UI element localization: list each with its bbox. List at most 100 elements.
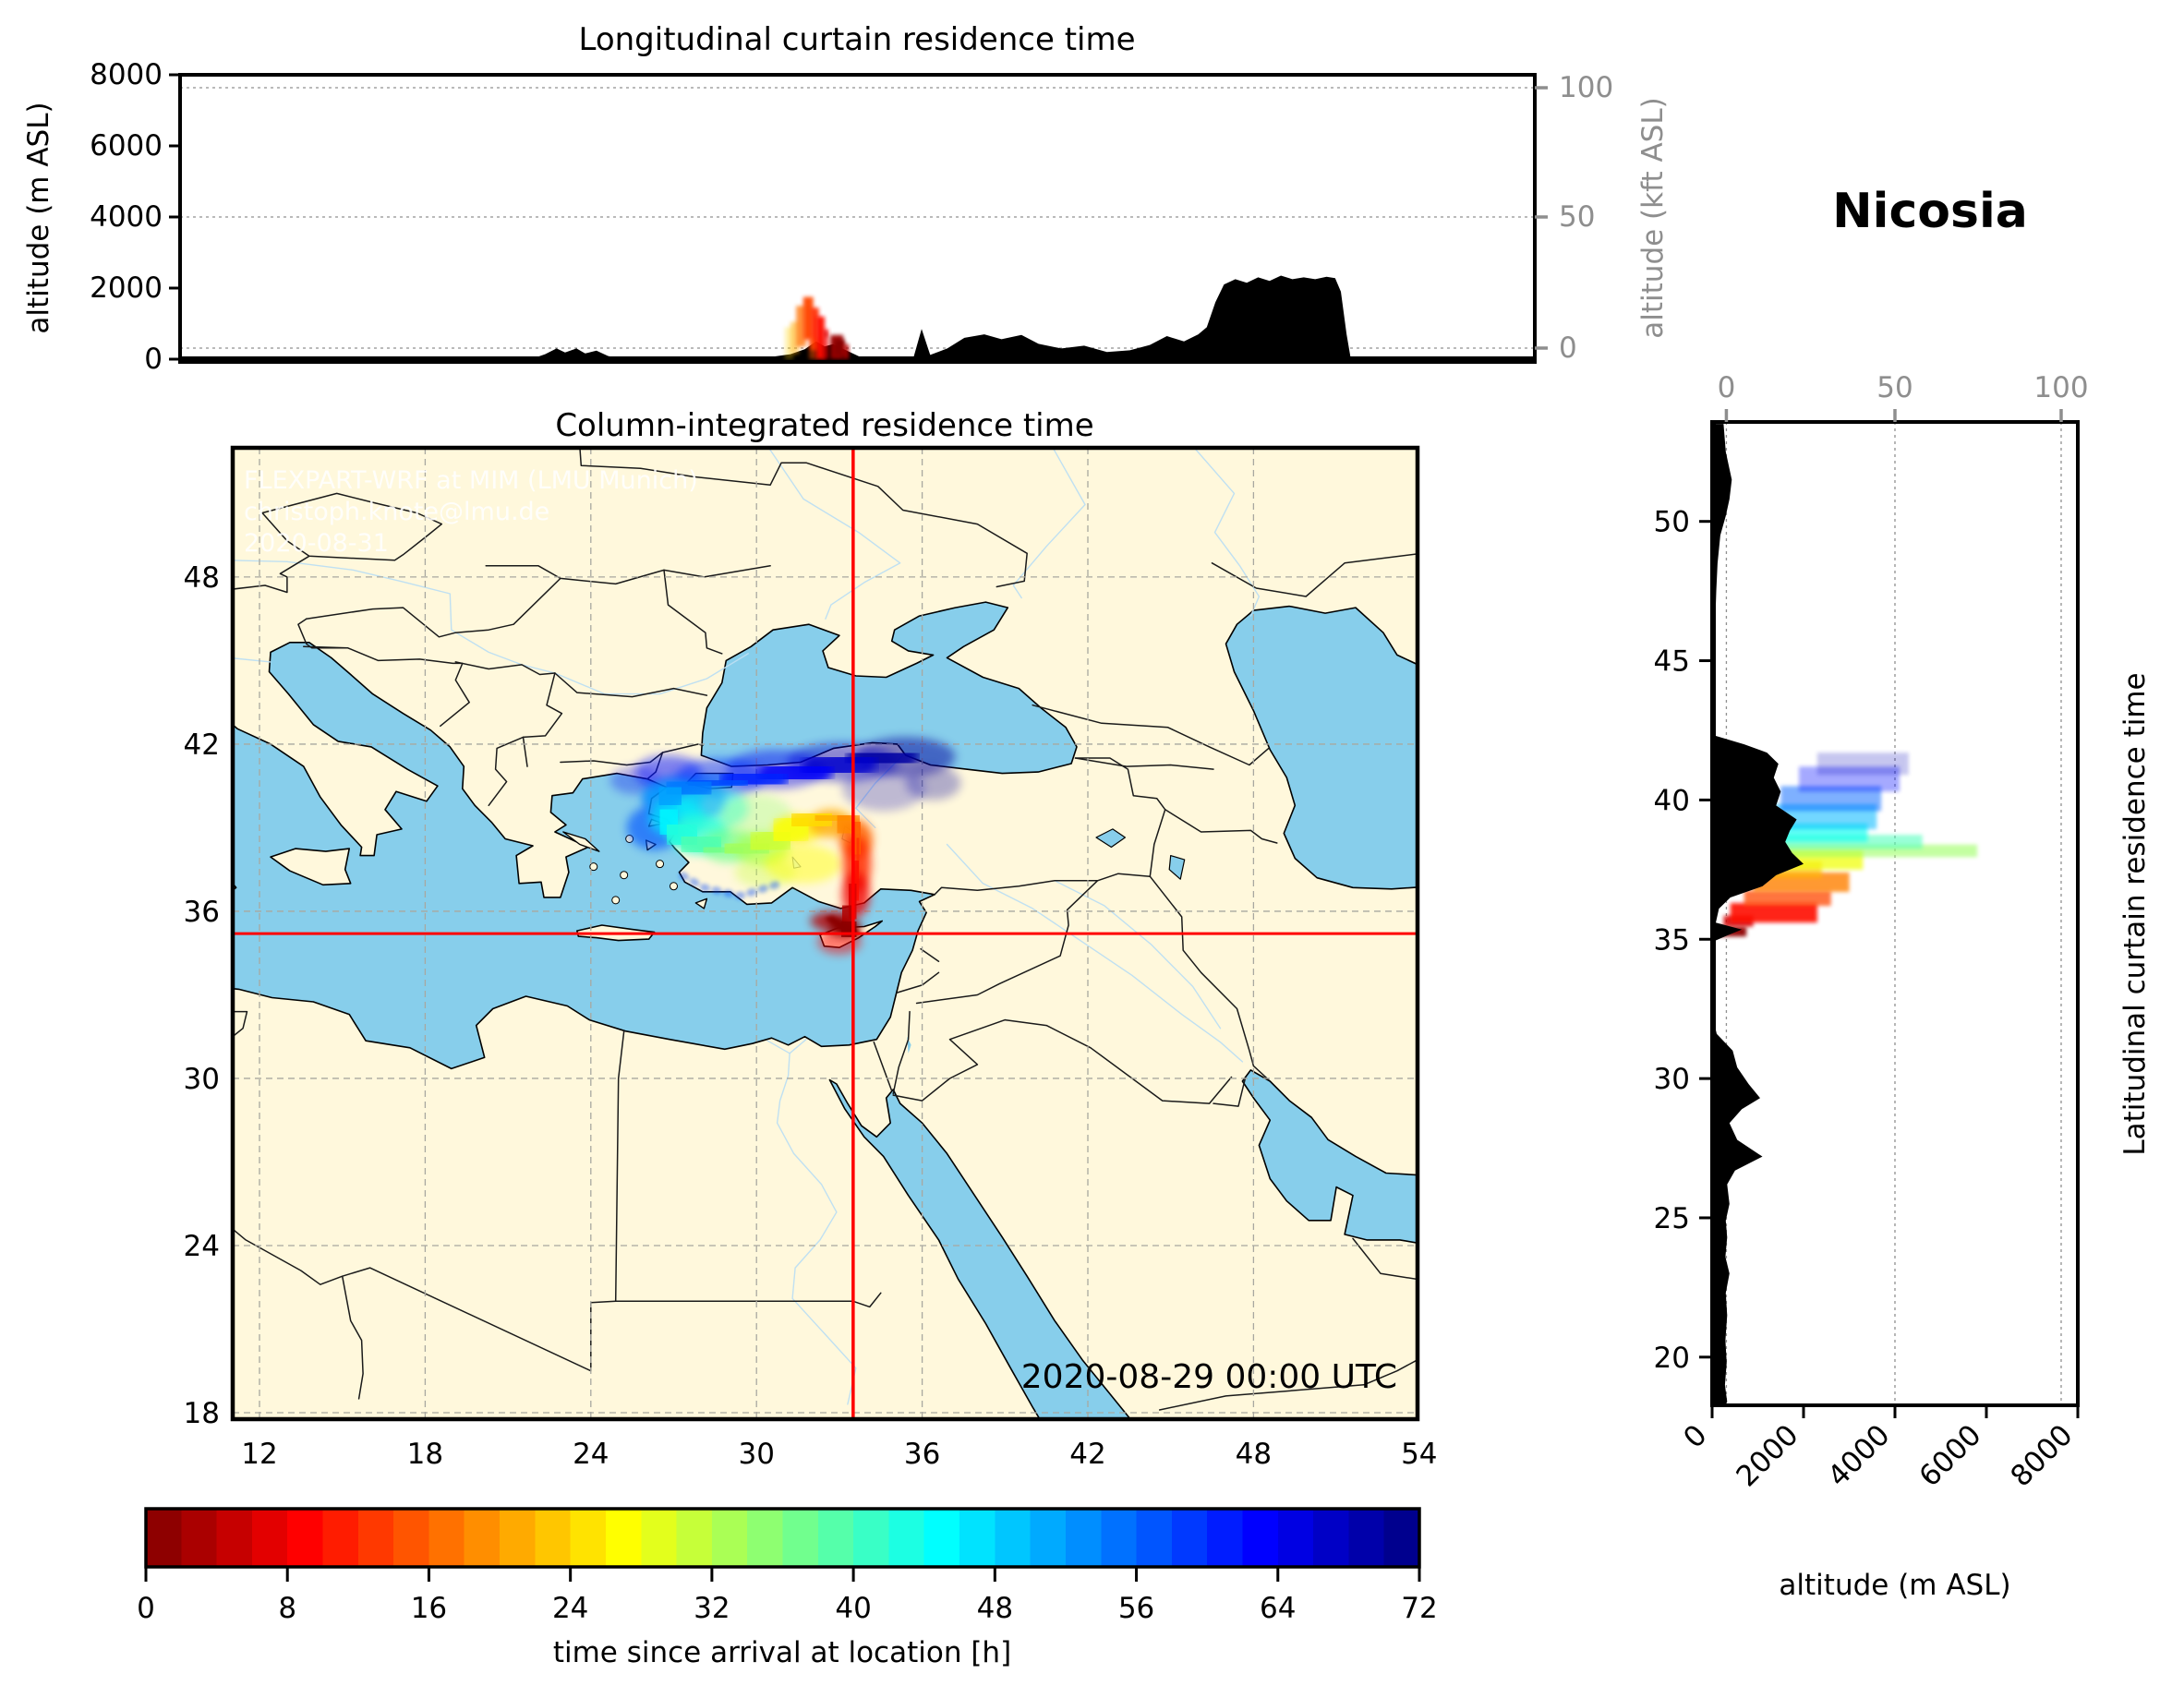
colorbar-tick-label: 24: [552, 1592, 588, 1625]
lake-urmia: [1168, 855, 1186, 880]
plume-blob: [765, 844, 842, 884]
residence-plume-cell: [1816, 753, 1909, 776]
persian-gulf: [1241, 1069, 1418, 1244]
island-small: [589, 862, 598, 872]
residence-plume-cell: [808, 337, 818, 359]
watermark-line1: FLEXPART-WRF at MIM (LMU Munich): [244, 466, 698, 495]
country-border: [297, 618, 308, 645]
colorbar-gradient: [144, 1507, 1421, 1569]
river: [233, 560, 749, 695]
country-border: [873, 1041, 893, 1092]
country-border: [341, 1275, 364, 1400]
map-ytick-label: 24: [184, 1230, 220, 1263]
lat-tick-label: 40: [1654, 784, 1690, 817]
island-small: [670, 882, 678, 891]
island-euboea: [562, 831, 600, 852]
country-border: [915, 880, 1099, 1005]
kft-tick-label: 50: [1876, 371, 1913, 404]
residence-plume-cell: [843, 343, 850, 359]
map-xtick-label: 24: [573, 1438, 609, 1471]
colorbar-label: time since arrival at location [h]: [553, 1636, 1011, 1669]
river: [1193, 448, 1261, 617]
top-curtain-ylabel-right: altitude (kft ASL): [1636, 97, 1670, 338]
alt-tick-label: 4000: [1821, 1418, 1896, 1493]
river: [776, 1053, 857, 1405]
watermark-line2: christoph.knote@lmu.de: [244, 498, 549, 526]
island-small: [611, 896, 621, 905]
lat-tick-label: 45: [1654, 645, 1690, 679]
map-ytick-label: 42: [184, 729, 220, 762]
lat-tick-label: 50: [1654, 506, 1690, 539]
river: [233, 657, 271, 663]
river: [789, 1039, 807, 1054]
watermark-line3: 2020-08-31: [244, 529, 389, 558]
map-xtick-label: 42: [1069, 1438, 1105, 1471]
colorbar: 0 8 16 24 32 40 48 56 64 72: [137, 1507, 1438, 1625]
lat-tick-label: 20: [1654, 1342, 1690, 1375]
map-ytick-label: 48: [184, 561, 220, 595]
ytick-label: 2000: [90, 271, 163, 305]
colorbar-tick-label: 48: [977, 1592, 1013, 1625]
country-border: [1419, 867, 1433, 875]
map-panel: 12 18 24 30 36 42 48 54 18 24 30 36 42 48: [184, 445, 1438, 1471]
country-border: [1158, 1358, 1418, 1411]
terrain-profile-longitudinal: [180, 275, 1535, 362]
right-curtain-plot-area: [1712, 422, 2062, 1405]
country-border: [261, 492, 443, 561]
longitudinal-curtain-panel: 0 2000 4000 6000 8000 0 50 100: [90, 58, 1613, 376]
map-xtick-label: 12: [241, 1438, 277, 1471]
country-border: [614, 1292, 882, 1308]
country-border: [306, 577, 561, 638]
ytick-label: 6000: [90, 129, 163, 163]
country-border: [454, 661, 556, 676]
colorbar-tick-label: 64: [1260, 1592, 1296, 1625]
country-border: [1211, 553, 1418, 597]
residence-plume-cell: [790, 321, 800, 355]
country-border: [663, 569, 723, 655]
plume-faint-arc: [675, 870, 780, 900]
map-xtick-label: 48: [1236, 1438, 1272, 1471]
ytick-label-kft: 50: [1559, 200, 1595, 234]
colorbar-tick-label: 56: [1118, 1592, 1154, 1625]
country-border: [892, 1010, 911, 1095]
country-border: [233, 1010, 248, 1038]
island-sicily: [270, 848, 352, 886]
right-curtain-side-label: Latitudinal curtain residence time: [2118, 672, 2152, 1155]
kft-tick-label: 0: [1718, 371, 1736, 404]
map-plot-area: [233, 448, 1433, 1419]
map-ytick-label: 36: [184, 896, 220, 929]
map-xtick-label: 18: [407, 1438, 443, 1471]
map-ytick-label: 18: [184, 1397, 220, 1430]
map-xtick-label: 54: [1401, 1438, 1437, 1471]
residence-plume-cell: [810, 307, 819, 351]
map-datetime: 2020-08-29 00:00 UTC: [1021, 1358, 1397, 1396]
residence-plume-cell: [824, 331, 828, 338]
residence-plume-cell: [1744, 890, 1831, 907]
alt-tick-label: 8000: [2004, 1418, 2079, 1493]
alt-tick-label: 6000: [1913, 1418, 1987, 1493]
country-border: [579, 448, 1028, 588]
caspian-sea: [1225, 605, 1418, 890]
river: [946, 843, 1244, 1063]
country-border: [303, 645, 470, 728]
country-border: [614, 1030, 625, 1303]
alt-tick-label: 2000: [1730, 1418, 1804, 1493]
alt-tick-label: 0: [1677, 1418, 1713, 1454]
island-rhodes: [694, 897, 708, 909]
map-xtick-label: 30: [738, 1438, 774, 1471]
station-title: Nicosia: [1832, 184, 2028, 239]
map-xtick-label: 36: [904, 1438, 940, 1471]
country-border: [1074, 757, 1214, 770]
colorbar-tick-label: 8: [278, 1592, 296, 1625]
country-border: [1004, 1018, 1233, 1104]
terrain-profile-latitudinal: [1712, 424, 1804, 1405]
kft-tick-label: 100: [2033, 371, 2088, 404]
colorbar-tick-label: 16: [411, 1592, 447, 1625]
top-curtain-plot-area: [180, 87, 1535, 362]
residence-plume-cell: [834, 339, 845, 356]
top-curtain-title: Longitudinal curtain residence time: [578, 21, 1135, 58]
river: [767, 448, 901, 620]
red-sea: [828, 1078, 1132, 1419]
country-border: [1164, 809, 1278, 844]
lat-tick-label: 35: [1654, 923, 1690, 957]
